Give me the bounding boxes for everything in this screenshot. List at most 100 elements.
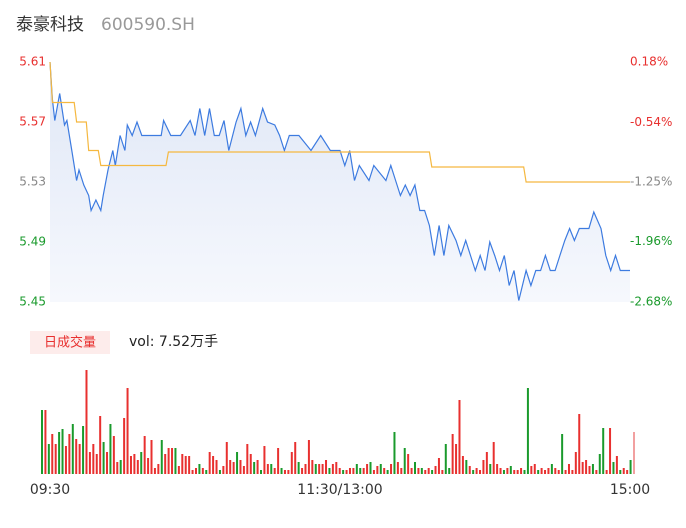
y-tick-label: 5.61 [19, 55, 46, 69]
volume-bar [437, 458, 440, 474]
volume-bar [544, 470, 547, 474]
volume-bar [564, 470, 567, 474]
volume-bar [499, 468, 502, 474]
volume-bar [304, 464, 307, 474]
volume-bar [297, 462, 300, 474]
volume-bar [595, 470, 598, 474]
volume-bar [51, 434, 54, 474]
volume-bar [263, 446, 266, 474]
volume-bar [123, 418, 126, 474]
y2-tick-label: 0.18% [630, 55, 668, 69]
volume-bar [64, 446, 67, 474]
volume-bar [482, 460, 485, 474]
volume-bar [355, 464, 358, 474]
volume-bar [622, 468, 625, 474]
volume-bar [61, 429, 64, 474]
y2-tick-label: -0.54% [630, 115, 672, 129]
volume-bar [174, 448, 177, 474]
volume-bar [160, 440, 163, 474]
volume-bar [58, 432, 61, 474]
volume-bar [502, 470, 505, 474]
volume-bar [629, 460, 632, 474]
volume-bar [342, 470, 345, 474]
volume-bar [157, 464, 160, 474]
volume-bar [249, 454, 252, 474]
volume-bar [256, 460, 259, 474]
volume-bar [147, 458, 150, 474]
volume-bar [318, 464, 321, 474]
volume-bar [188, 456, 191, 474]
volume-bar [612, 462, 615, 474]
volume-bar [393, 432, 396, 474]
volume-bar [359, 468, 362, 474]
y-tick-label: 5.57 [19, 115, 46, 129]
volume-bar [191, 470, 194, 474]
volume-bar [335, 462, 338, 474]
volume-bar [496, 464, 499, 474]
y2-tick-label: -1.25% [630, 175, 672, 189]
volume-bar [229, 460, 232, 474]
volume-bar [540, 468, 543, 474]
volume-bar [102, 442, 105, 474]
volume-bar [205, 470, 208, 474]
volume-bar [287, 470, 290, 474]
volume-bar [376, 466, 379, 474]
x-tick-label: 09:30 [30, 482, 70, 498]
volume-bar [581, 462, 584, 474]
volume-bar [431, 470, 434, 474]
volume-bar [588, 466, 591, 474]
volume-bar [574, 452, 577, 474]
volume-bar [609, 428, 612, 474]
volume-bar [465, 460, 468, 474]
volume-bar [85, 370, 88, 474]
volume-bar [140, 452, 143, 474]
volume-bar [557, 470, 560, 474]
volume-bar [561, 434, 564, 474]
volume-bar [41, 410, 43, 474]
volume-bar [407, 454, 410, 474]
volume-bar [92, 444, 95, 474]
volume-bar [314, 464, 317, 474]
y-tick-label: 5.53 [19, 175, 46, 189]
volume-label: 日成交量 [44, 335, 96, 351]
volume-bar [311, 460, 314, 474]
y2-tick-label: -2.68% [630, 295, 672, 309]
volume-bar [164, 454, 167, 474]
y2-tick-label: -1.96% [630, 234, 672, 248]
volume-bar [208, 452, 211, 474]
volume-bar [338, 468, 341, 474]
volume-bar [290, 452, 293, 474]
volume-bar [379, 464, 382, 474]
volume-bar [133, 454, 136, 474]
volume-bar [352, 468, 355, 474]
volume-bar [550, 464, 553, 474]
volume-bar [475, 468, 478, 474]
volume-bar [184, 456, 187, 474]
volume-bar [150, 440, 153, 474]
volume-bar [461, 456, 464, 474]
volume-bar [82, 426, 85, 474]
volume-bar [331, 464, 334, 474]
volume-bar [441, 470, 444, 474]
volume-bar [236, 452, 239, 474]
volume-bar [215, 460, 218, 474]
stock-code: 600590.SH [101, 15, 195, 35]
volume-bar [54, 444, 57, 474]
volume-bar [325, 460, 328, 474]
volume-bar [633, 432, 635, 474]
volume-bar [136, 460, 139, 474]
volume-bar [88, 452, 91, 474]
volume-bar [472, 470, 475, 474]
volume-bar [181, 454, 184, 474]
volume-bar [509, 466, 512, 474]
volume-summary: vol: 7.52万手 [129, 334, 218, 350]
volume-bar [321, 464, 324, 474]
volume-bar [605, 470, 608, 474]
volume-bar [598, 454, 601, 474]
volume-bar [530, 466, 533, 474]
volume-bar [417, 468, 420, 474]
volume-bar [571, 470, 574, 474]
volume-bar [468, 466, 471, 474]
volume-bar [585, 460, 588, 474]
volume-bar [44, 410, 47, 474]
